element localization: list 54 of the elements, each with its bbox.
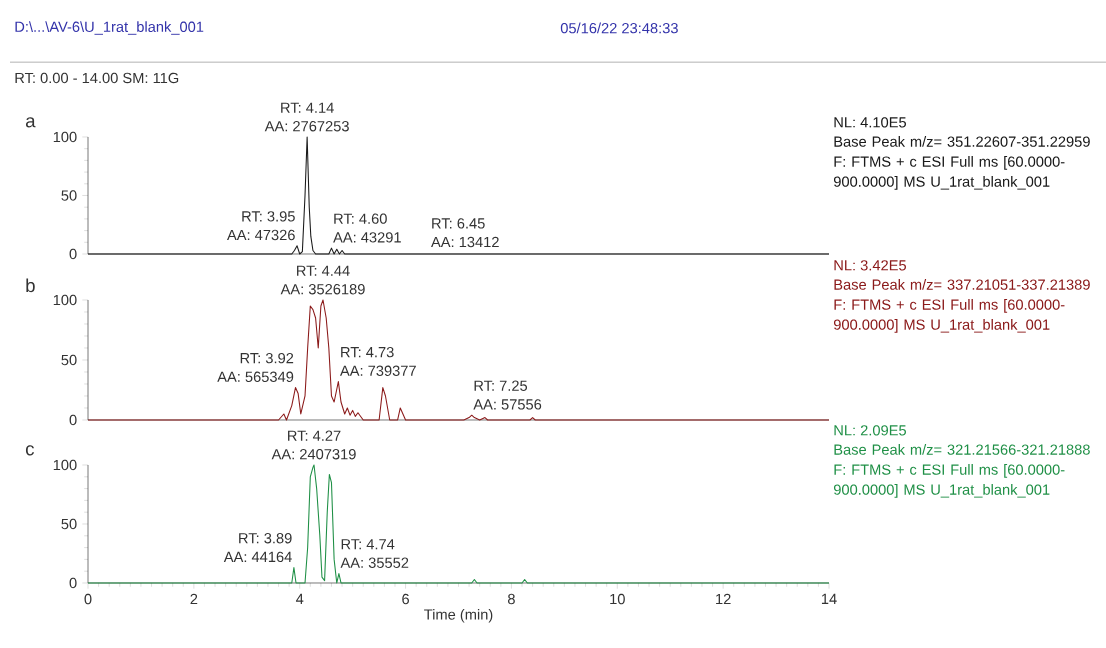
- annotation: RT: 4.27: [288, 430, 341, 441]
- annotation: RT: 7.25: [474, 380, 528, 391]
- x-tick-label: 2: [190, 593, 198, 605]
- x-tick-label: 12: [716, 593, 731, 605]
- annotation: RT: 3.95: [242, 211, 295, 222]
- annotation: AA: 44164: [223, 551, 292, 563]
- annotation: AA: 2407319: [271, 449, 356, 460]
- annotation: RT: 4.44: [297, 265, 350, 276]
- annotation: AA: 43291: [333, 232, 401, 243]
- y-tick-label: 50: [61, 518, 77, 530]
- y-tick-label: 50: [61, 190, 77, 201]
- annotation: RT: 6.45: [432, 218, 485, 229]
- annotation: RT: 4.14: [281, 102, 334, 113]
- text: D:\...\AV-6\U_1rat_blank_001: [15, 21, 204, 35]
- y-tick-label: 100: [53, 294, 77, 306]
- annotation: AA: 57556: [473, 399, 542, 410]
- y-tick-label: 0: [69, 414, 77, 426]
- x-tick-label: 0: [84, 593, 92, 605]
- text: Base Peak m/z= 321.21566-321.21888 F: FTMS + c ESI Full ms [60.0000-900.0000] MS U_1rat_blank_001: [833, 444, 1090, 498]
- text: Base Peak m/z= 337.21051-337.21389 F: FTMS + c ESI Full ms [60.0000-900.0000] MS U_1rat_blank_001: [833, 279, 1090, 333]
- text: 05/16/22 23:48:33: [560, 22, 678, 34]
- x-tick-label: 8: [507, 593, 515, 605]
- y-tick-label: 100: [53, 459, 77, 471]
- chart-title: c: [25, 445, 35, 456]
- annotation: RT: 3.92: [240, 352, 294, 364]
- text: Base Peak m/z= 351.22607-351.22959 F: FTMS + c ESI Full ms [60.0000-900.0000] MS U_1rat_blank_001: [833, 136, 1090, 190]
- y-tick-label: 50: [61, 354, 77, 366]
- annotation: AA: 35552: [340, 557, 409, 568]
- x-axis-title: Time (min): [424, 608, 493, 623]
- x-tick-label: 4: [295, 593, 304, 604]
- y-tick-label: 100: [53, 131, 77, 143]
- annotation: AA: 739377: [339, 365, 416, 376]
- annotation: AA: 2767253: [264, 121, 349, 132]
- annotation: RT: 3.89: [239, 533, 292, 544]
- annotation: AA: 47326: [227, 229, 295, 241]
- line-series: [87, 464, 830, 584]
- chart-title: a: [25, 117, 36, 128]
- y-tick-label: 0: [69, 248, 77, 260]
- annotation: AA: 3526189: [280, 284, 365, 295]
- annotation: AA: 565349: [217, 371, 294, 382]
- annotation: RT: 4.73: [341, 346, 394, 358]
- line-series: [87, 136, 830, 255]
- x-tick-label: 6: [402, 593, 410, 605]
- x-tick-label: 14: [821, 593, 837, 604]
- x-tick-label: 10: [610, 593, 625, 605]
- y-tick-label: 0: [69, 577, 77, 589]
- text: RT: 0.00 - 14.00 SM: 11G: [15, 72, 179, 84]
- text: NL: 2.09E5: [834, 425, 907, 436]
- annotation: RT: 4.60: [334, 213, 387, 224]
- annotation: AA: 13412: [431, 236, 499, 248]
- annotation: RT: 4.74: [341, 539, 395, 550]
- chart-title: b: [26, 278, 35, 293]
- text: NL: 4.10E5: [834, 117, 907, 128]
- text: NL: 3.42E5: [834, 260, 907, 271]
